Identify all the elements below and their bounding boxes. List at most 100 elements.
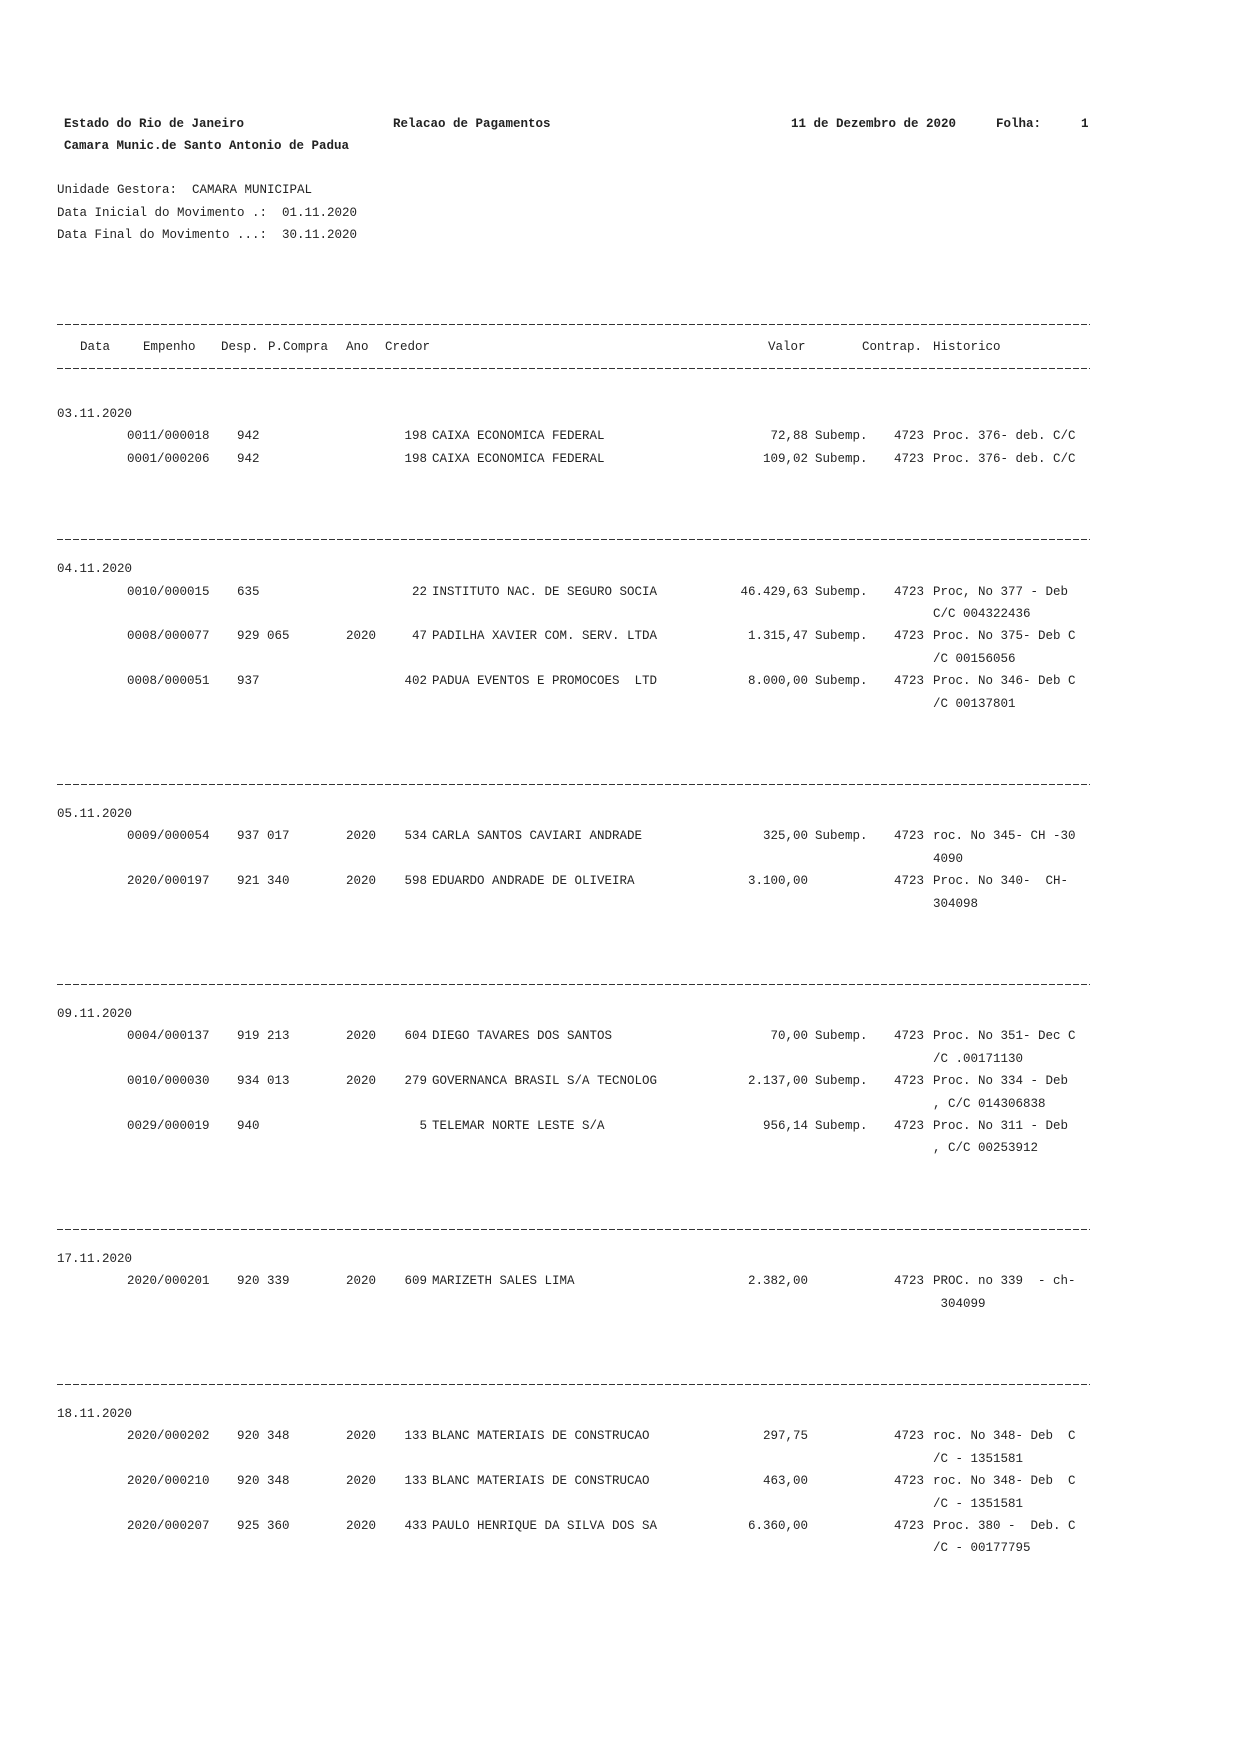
- historico: 4090: [933, 851, 964, 866]
- historico: Proc. No 340- CH-: [933, 874, 1069, 889]
- despesa: 920 348: [237, 1429, 290, 1444]
- ano: 2020: [346, 1429, 377, 1444]
- valor: 2.382,00: [747, 1274, 808, 1289]
- divider: [57, 984, 1090, 985]
- ano: 2020: [346, 1074, 377, 1089]
- historico: PROC. no 339 - ch-: [933, 1274, 1076, 1289]
- despesa: 921 340: [237, 874, 290, 889]
- subemp-flag: Subemp.: [815, 674, 868, 689]
- credor-name: CAIXA ECONOMICA FEDERAL: [432, 429, 605, 444]
- credor-code: 402: [404, 674, 427, 689]
- subemp-flag: Subemp.: [815, 429, 868, 444]
- contrapartida: 4723: [894, 1474, 925, 1489]
- valor: 3.100,00: [747, 874, 808, 889]
- despesa: 934 013: [237, 1074, 290, 1089]
- folha-label: Folha:: [996, 117, 1042, 131]
- credor-name: PAULO HENRIQUE DA SILVA DOS SA: [432, 1519, 658, 1533]
- historico: Proc. No 375- Deb C: [933, 629, 1076, 644]
- contrapartida: 4723: [894, 629, 925, 644]
- credor-code: 133: [404, 1474, 427, 1489]
- empenho: 0029/000019: [127, 1119, 210, 1133]
- valor: 72,88: [770, 429, 808, 444]
- historico: Proc, No 377 - Deb: [933, 584, 1069, 599]
- credor-code: 534: [404, 829, 427, 844]
- credor-name: PADILHA XAVIER COM. SERV. LTDA: [432, 629, 658, 644]
- historico: /C - 1351581: [933, 1496, 1024, 1511]
- historico: roc. No 348- Deb C: [933, 1474, 1076, 1489]
- subemp-flag: Subemp.: [815, 829, 868, 844]
- historico: roc. No 348- Deb C: [933, 1429, 1076, 1444]
- empenho: 2020/000210: [127, 1474, 210, 1489]
- credor-code: 604: [404, 1029, 427, 1044]
- contrapartida: 4723: [894, 429, 925, 444]
- empenho: 0011/000018: [127, 429, 210, 444]
- historico: Proc. No 346- Deb C: [933, 674, 1076, 689]
- empenho: 2020/000202: [127, 1429, 210, 1444]
- ano: 2020: [346, 1474, 377, 1489]
- credor-name: MARIZETH SALES LIMA: [432, 1274, 575, 1289]
- despesa: 937 017: [237, 829, 290, 844]
- credor-name: DIEGO TAVARES DOS SANTOS: [432, 1029, 613, 1044]
- entity-name: Camara Munic.de Santo Antonio de Padua: [64, 139, 350, 153]
- despesa: 929 065: [237, 629, 290, 644]
- historico: /C .00171130: [933, 1051, 1024, 1066]
- group-date: 05.11.2020: [57, 807, 133, 821]
- despesa: 942: [237, 429, 260, 444]
- credor-name: INSTITUTO NAC. DE SEGURO SOCIA: [432, 584, 658, 599]
- ano: 2020: [346, 1274, 377, 1289]
- group-date: 03.11.2020: [57, 407, 133, 421]
- historico: /C 00137801: [933, 696, 1016, 711]
- subemp-flag: Subemp.: [815, 584, 868, 599]
- divider: [57, 324, 1090, 325]
- col-valor: Valor: [768, 340, 806, 354]
- valor: 70,00: [770, 1029, 808, 1044]
- col-credor: Credor: [385, 340, 431, 354]
- credor-name: BLANC MATERIAIS DE CONSTRUCAO: [432, 1429, 650, 1444]
- group-date: 09.11.2020: [57, 1007, 133, 1021]
- data-final: Data Final do Movimento ...: 30.11.2020: [57, 228, 358, 242]
- historico: Proc. 376- deb. C/C: [933, 429, 1076, 444]
- empenho: 2020/000201: [127, 1274, 210, 1289]
- historico: Proc. No 334 - Deb: [933, 1074, 1069, 1089]
- valor: 6.360,00: [747, 1519, 808, 1533]
- col-desp: Desp.: [221, 340, 259, 354]
- subemp-flag: Subemp.: [815, 1029, 868, 1044]
- divider: [57, 368, 1090, 369]
- col-pcompra: P.Compra: [268, 340, 329, 354]
- data-inicial: Data Inicial do Movimento .: 01.11.2020: [57, 206, 358, 220]
- historico: Proc. 376- deb. C/C: [933, 451, 1076, 466]
- ano: 2020: [346, 829, 377, 844]
- credor-name: GOVERNANCA BRASIL S/A TECNOLOG: [432, 1074, 658, 1089]
- contrapartida: 4723: [894, 1119, 925, 1133]
- credor-name: PADUA EVENTOS E PROMOCOES LTD: [432, 674, 658, 689]
- valor: 956,14: [762, 1119, 808, 1133]
- col-ano: Ano: [346, 340, 369, 354]
- credor-code: 279: [404, 1074, 427, 1089]
- credor-code: 433: [404, 1519, 427, 1533]
- contrapartida: 4723: [894, 1274, 925, 1289]
- credor-code: 598: [404, 874, 427, 889]
- contrapartida: 4723: [894, 451, 925, 466]
- subemp-flag: Subemp.: [815, 1119, 868, 1133]
- subemp-flag: Subemp.: [815, 1074, 868, 1089]
- empenho: 0001/000206: [127, 451, 210, 466]
- contrapartida: 4723: [894, 1429, 925, 1444]
- historico: /C 00156056: [933, 651, 1016, 666]
- empenho: 2020/000207: [127, 1519, 210, 1533]
- historico: 304098: [933, 896, 979, 911]
- group-date: 18.11.2020: [57, 1407, 133, 1421]
- credor-name: BLANC MATERIAIS DE CONSTRUCAO: [432, 1474, 650, 1489]
- historico: Proc. No 311 - Deb: [933, 1119, 1069, 1133]
- contrapartida: 4723: [894, 1029, 925, 1044]
- report-date: 11 de Dezembro de 2020: [791, 117, 957, 131]
- historico: , C/C 014306838: [933, 1096, 1046, 1111]
- historico: Proc. No 351- Dec C: [933, 1029, 1076, 1044]
- valor: 325,00: [762, 829, 808, 844]
- subemp-flag: Subemp.: [815, 629, 868, 644]
- historico: Proc. 380 - Deb. C: [933, 1519, 1076, 1533]
- state-name: Estado do Rio de Janeiro: [64, 117, 245, 131]
- despesa: 940: [237, 1119, 260, 1133]
- empenho: 0008/000051: [127, 674, 210, 689]
- empenho: 0009/000054: [127, 829, 210, 844]
- despesa: 942: [237, 451, 260, 466]
